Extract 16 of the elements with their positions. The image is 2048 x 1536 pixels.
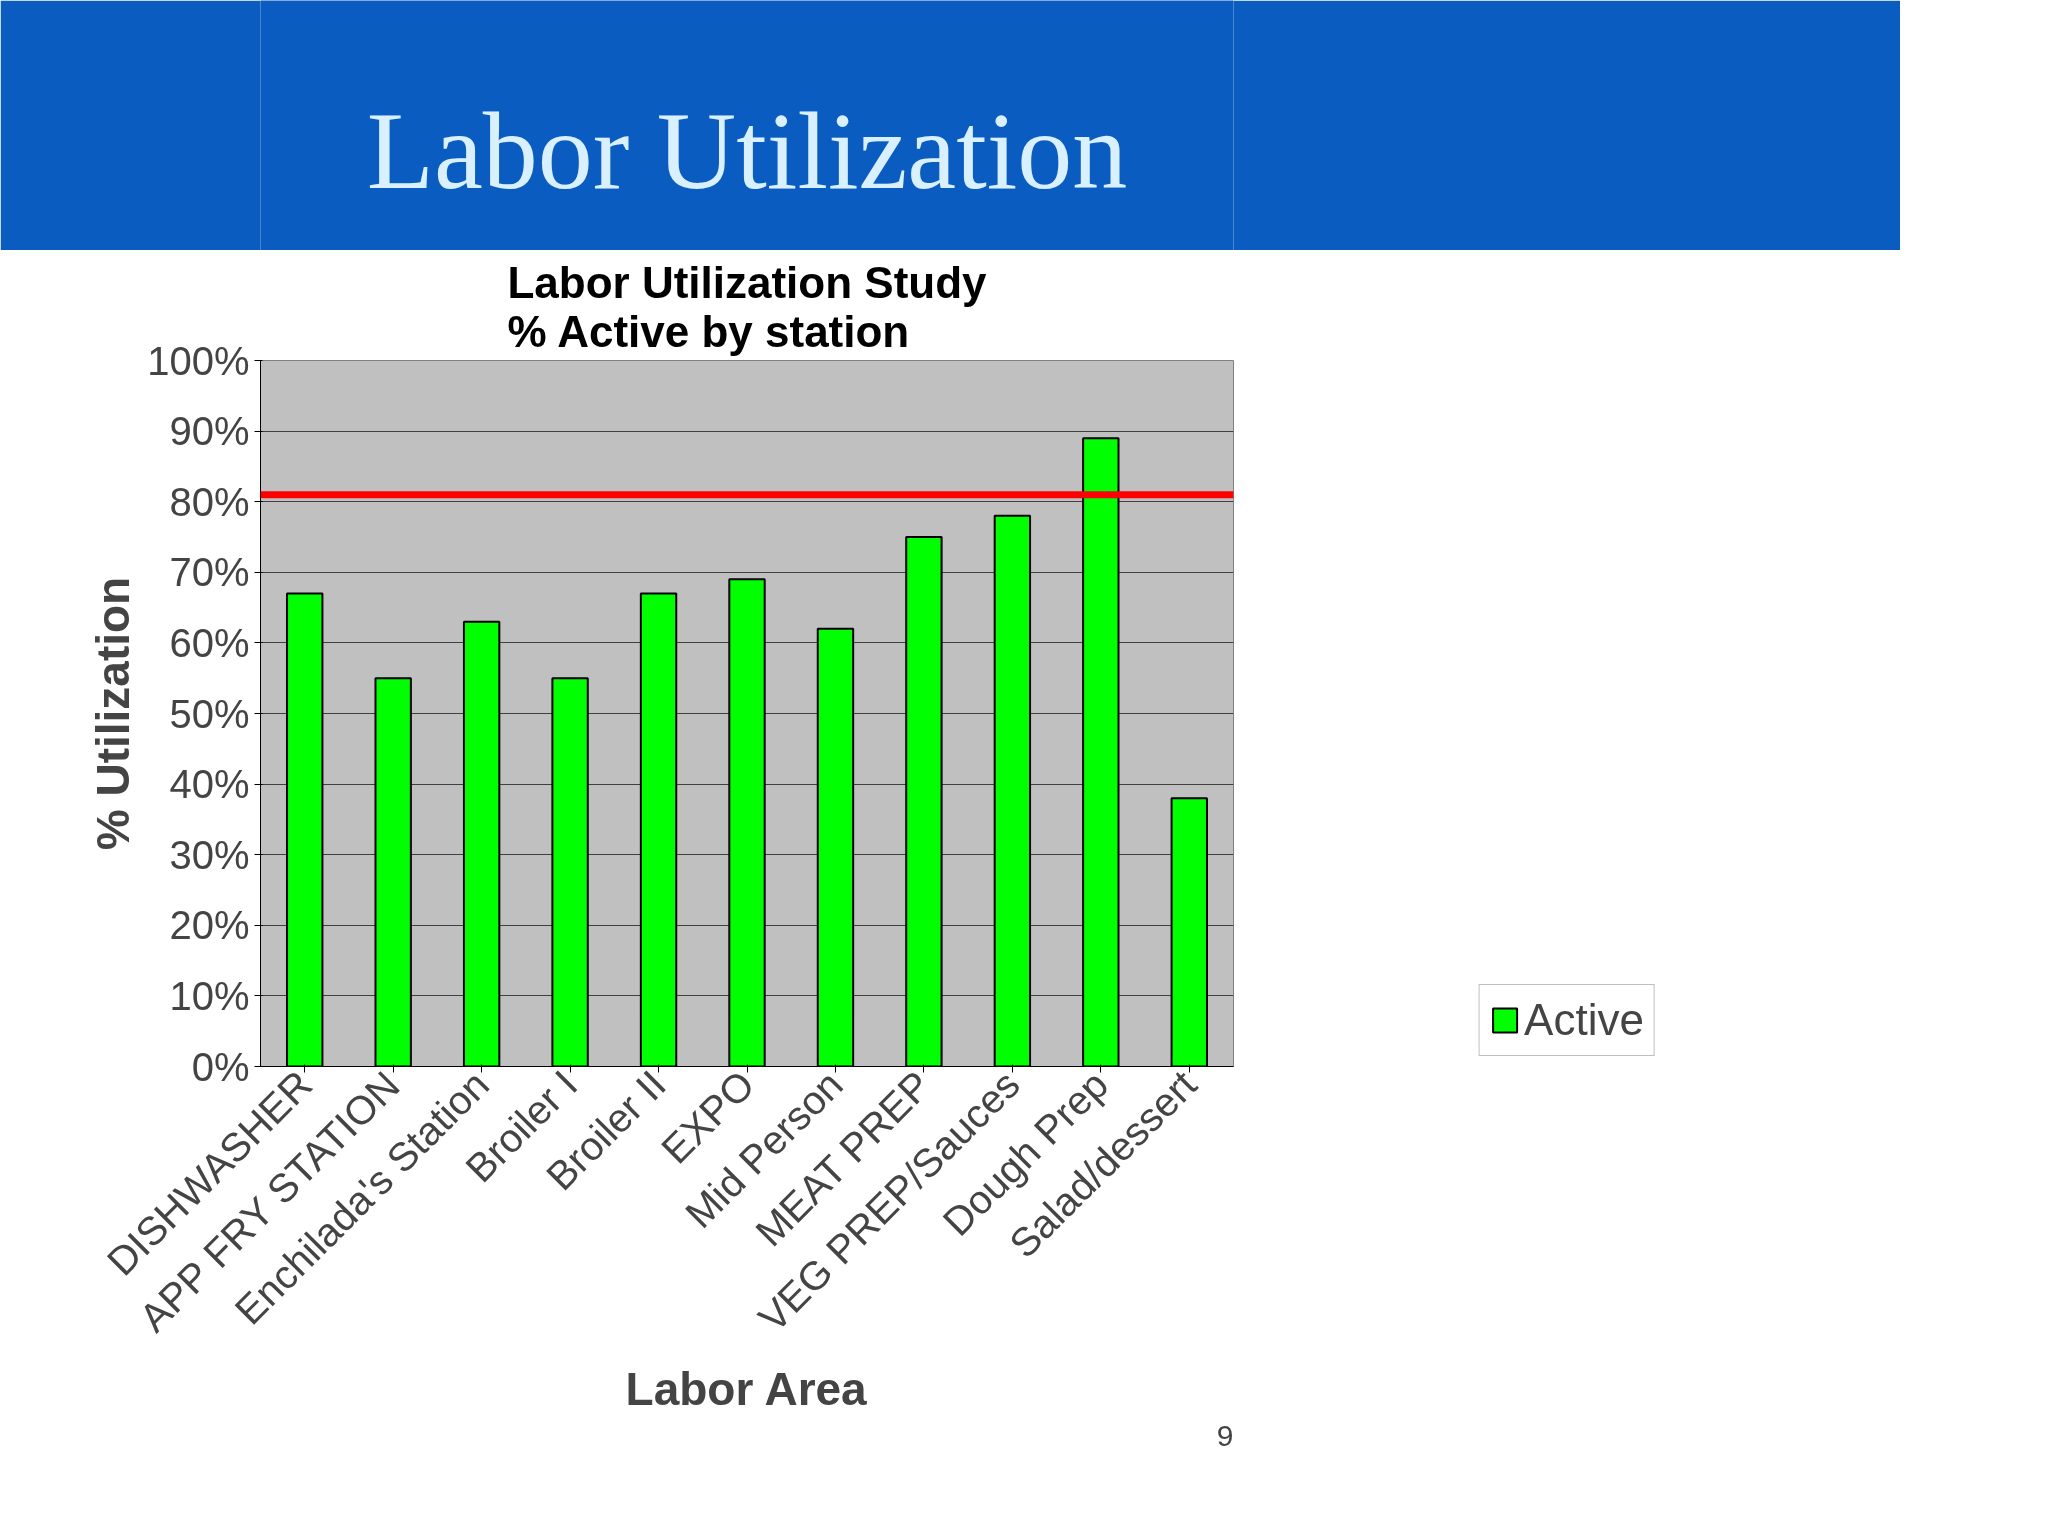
y-axis-title: % Utilization [87,576,140,851]
y-tick-label: 60% [169,620,250,665]
x-axis-title: Labor Area [625,1363,868,1416]
text: 9 [1216,1418,1234,1452]
legend-label: Active [1524,995,1644,1045]
chart-subtitle: Labor Utilization Study % Active by station [507,257,988,356]
y-tick-label: 20% [169,903,250,948]
y-tick-label: 70% [169,550,250,595]
y-tick-label: 80% [169,479,250,524]
y-tick-label: 50% [169,691,250,736]
chart-title: Labor Utilization [366,89,1128,212]
y-tick-label: 90% [169,409,250,454]
y-tick-label: 40% [169,762,250,807]
y-tick-label: 100% [147,338,250,383]
y-tick-label: 10% [169,973,250,1018]
y-tick-label: 30% [169,832,250,877]
